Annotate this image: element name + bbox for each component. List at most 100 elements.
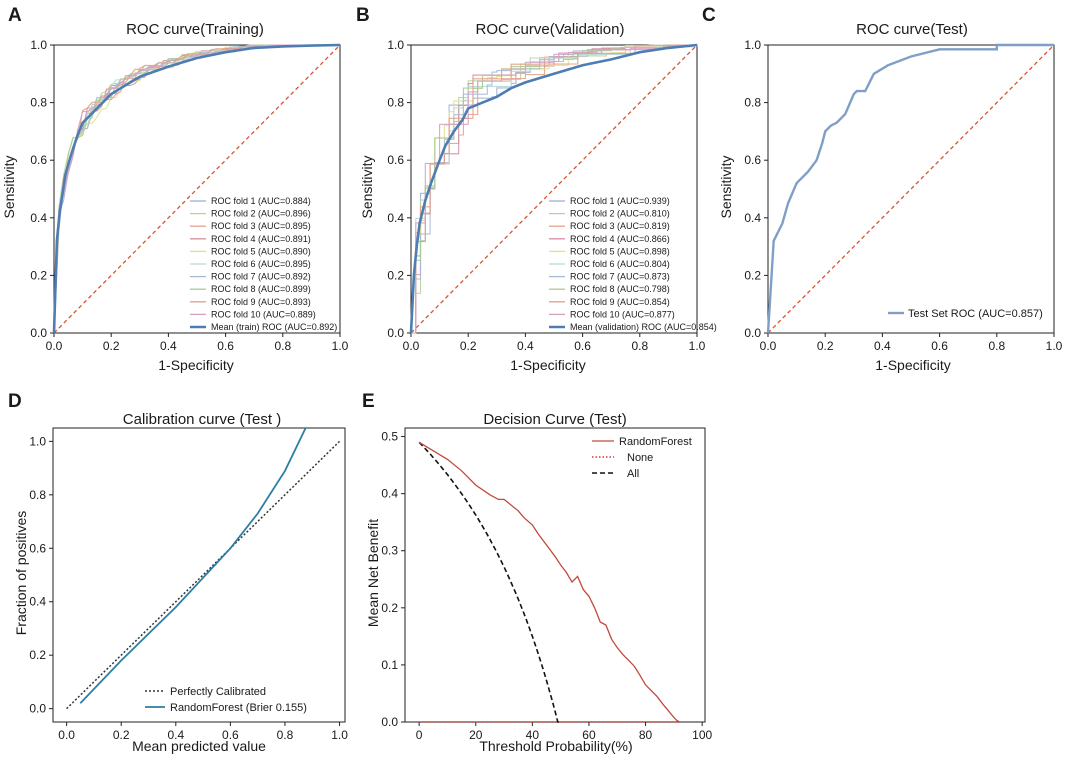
plot-calibration: 0.0 0.2 0.4 0.6 0.8 1.0 0.0 0.2 0.4 0.6 0.8 1.0 Perf…: [29, 427, 348, 742]
y-tick-label: 0.2: [381, 601, 398, 615]
y-tick-label: 0.8: [29, 488, 46, 502]
legend-label: RandomForest (Brier 0.155): [170, 702, 307, 714]
title-c: ROC curve(Test): [856, 21, 968, 38]
legend-label: ROC fold 10 (AUC=0.877): [570, 309, 675, 319]
legend-label: Mean (train) ROC (AUC=0.892): [211, 322, 337, 332]
roc-fold-line-10: [411, 44, 697, 334]
legend-b: ROC fold 1 (AUC=0.939) ROC fold 2 (AUC=0.…: [549, 196, 717, 332]
ylabel-d: Fraction of positives: [13, 511, 29, 636]
y-tick-label: 0.5: [381, 430, 398, 444]
y-tick-label: 0.6: [744, 153, 761, 167]
y-tick-label: 0.2: [30, 268, 47, 282]
x-tick-label: 20: [469, 728, 483, 742]
panel-label-d: D: [8, 391, 22, 412]
legend-label: ROC fold 8 (AUC=0.798): [570, 284, 670, 294]
y-tick-label: 0.8: [30, 96, 47, 110]
y-tick-label: 0.0: [387, 326, 404, 340]
legend-label: All: [627, 468, 639, 480]
xlabel-a: 1-Specificity: [158, 357, 233, 373]
legend-label: Test Set ROC (AUC=0.857): [908, 308, 1043, 320]
legend-label: ROC fold 2 (AUC=0.810): [570, 209, 670, 219]
x-tick-label: 1.0: [1046, 339, 1063, 353]
y-tick-label: 0.4: [381, 487, 398, 501]
y-tick-label: 0.2: [29, 648, 46, 662]
ylabel-c: Sensitivity: [718, 155, 734, 218]
roc-mean-line: [52, 43, 341, 334]
plot-decision-curve: 0 20 40 60 80 100 0.0 0.1 0.2 0.3 0.4 0.5 RandomFore…: [381, 427, 713, 742]
x-tick-label: 0.6: [931, 339, 948, 353]
legend-label: ROC fold 1 (AUC=0.939): [570, 196, 670, 206]
y-tick-label: 0.4: [387, 211, 404, 225]
legend-label: ROC fold 2 (AUC=0.896): [211, 209, 311, 219]
x-tick-label: 0.6: [222, 728, 239, 742]
panel-label-c: C: [702, 5, 716, 26]
x-tick-label: 0.2: [103, 339, 120, 353]
axes-frame-c: [767, 44, 1055, 334]
ylabel-e: Mean Net Benefit: [365, 519, 381, 627]
x-tick-label: 1.0: [689, 339, 706, 353]
perfect-calibration-line: [66, 440, 341, 710]
legend-label: ROC fold 8 (AUC=0.899): [211, 284, 311, 294]
x-tick-label: 0.0: [58, 728, 75, 742]
x-tick-label: 1.0: [332, 339, 349, 353]
title-d: Calibration curve (Test ): [123, 411, 281, 428]
axes-frame-e: [404, 427, 706, 723]
x-tick-label: 0.6: [217, 339, 234, 353]
y-tick-label: 1.0: [30, 38, 47, 52]
y-tick-label: 0.6: [29, 541, 46, 555]
legend-label: ROC fold 7 (AUC=0.892): [211, 272, 311, 282]
panel-label-e: E: [362, 391, 375, 412]
y-tick-label: 0.1: [381, 658, 398, 672]
y-tick-label: 1.0: [387, 38, 404, 52]
legend-label: ROC fold 3 (AUC=0.819): [570, 221, 670, 231]
y-tick-label: 0.8: [387, 96, 404, 110]
y-tick-label: 0.4: [29, 595, 46, 609]
legend-label: ROC fold 5 (AUC=0.898): [570, 246, 670, 256]
x-tick-label: 80: [639, 728, 653, 742]
chance-diagonal-line: [767, 44, 1055, 334]
xlabel-b: 1-Specificity: [510, 357, 585, 373]
x-tick-label: 0: [416, 728, 423, 742]
axes-frame-a: [53, 44, 341, 334]
plot-roc-test: 0.0 0.2 0.4 0.6 0.8 1.0 0.0 0.2 0.4 0.6 0.8 1.0 Test…: [744, 38, 1062, 353]
axes-frame-b: [410, 44, 698, 334]
legend-label: ROC fold 9 (AUC=0.854): [570, 297, 670, 307]
x-tick-label: 0.2: [817, 339, 834, 353]
xlabel-c: 1-Specificity: [875, 357, 950, 373]
chance-diagonal-line: [53, 44, 341, 334]
x-tick-label: 0.0: [760, 339, 777, 353]
legend-label: ROC fold 7 (AUC=0.873): [570, 272, 670, 282]
x-tick-label: 0.8: [277, 728, 294, 742]
y-tick-label: 0.2: [744, 268, 761, 282]
roc-mean-line: [409, 43, 698, 334]
legend-label: Perfectly Calibrated: [170, 686, 266, 698]
x-tick-label: 0.6: [574, 339, 591, 353]
y-tick-label: 0.0: [381, 715, 398, 729]
xlabel-d: Mean predicted value: [132, 738, 266, 754]
x-tick-label: 0.4: [167, 728, 184, 742]
legend-label: RandomForest: [619, 436, 692, 448]
x-tick-label: 40: [526, 728, 540, 742]
y-tick-label: 0.0: [29, 702, 46, 716]
xlabel-e: Threshold Probability(%): [479, 738, 632, 754]
y-tick-label: 0.8: [744, 96, 761, 110]
x-tick-label: 0.4: [160, 339, 177, 353]
legend-label: ROC fold 9 (AUC=0.893): [211, 297, 311, 307]
y-tick-label: 0.4: [744, 211, 761, 225]
calibration-curve-line: [79, 428, 307, 704]
y-tick-label: 1.0: [744, 38, 761, 52]
legend-label: ROC fold 4 (AUC=0.866): [570, 234, 670, 244]
x-tick-label: 0.4: [874, 339, 891, 353]
x-tick-label: 0.0: [46, 339, 63, 353]
x-tick-label: 60: [582, 728, 596, 742]
x-tick-label: 0.2: [113, 728, 130, 742]
legend-label: ROC fold 6 (AUC=0.804): [570, 259, 670, 269]
x-tick-label: 0.8: [631, 339, 648, 353]
x-tick-label: 0.0: [403, 339, 420, 353]
title-b: ROC curve(Validation): [476, 21, 625, 38]
y-tick-label: 0.4: [30, 211, 47, 225]
x-tick-label: 0.8: [988, 339, 1005, 353]
x-tick-label: 0.2: [460, 339, 477, 353]
legend-label: Mean (validation) ROC (AUC=0.854): [570, 322, 717, 332]
